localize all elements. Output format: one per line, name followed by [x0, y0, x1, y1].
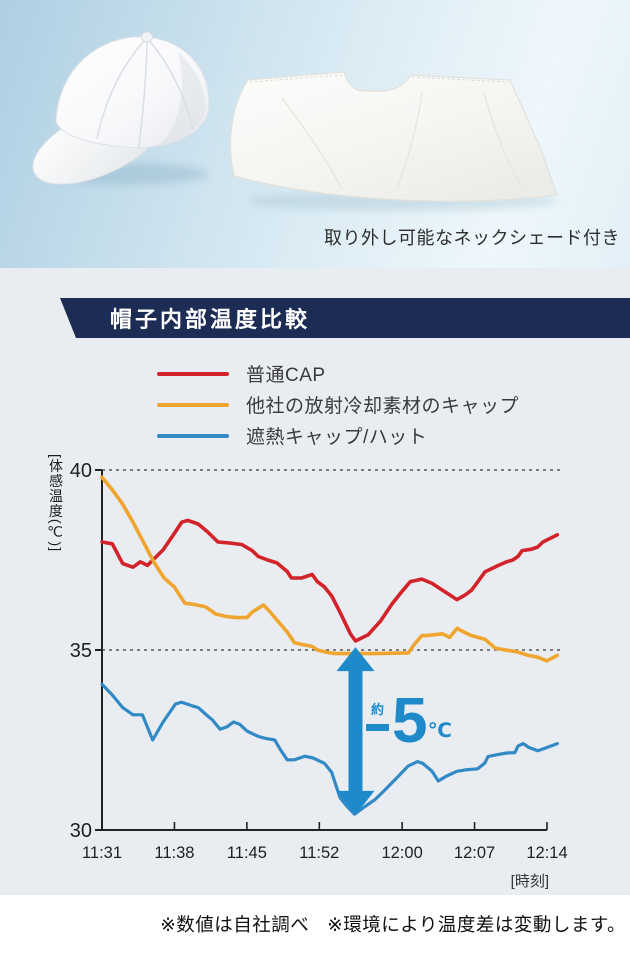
- legend-label: 遮熱キャップ/ハット: [246, 427, 428, 448]
- y-tick-label-40: 40: [70, 460, 92, 482]
- series-line-1: [100, 475, 560, 663]
- footer-section: ※数値は自社調べ ※環境により温度差は変動します。: [0, 895, 630, 970]
- x-tick-label-6: 12:14: [526, 844, 567, 862]
- delta-approx-label: 約: [370, 702, 384, 717]
- x-tick-label-5: 12:07: [454, 844, 495, 862]
- y-tick-label-35: 35: [70, 640, 92, 662]
- legend-swatch: [157, 371, 229, 376]
- section-title-banner: 帽子内部温度比較: [60, 298, 630, 338]
- legend-item-0: 普通CAP: [157, 358, 519, 389]
- cap-button: [141, 31, 153, 43]
- neck-shade-photo: [229, 71, 558, 211]
- footer-disclaimer: ※数値は自社調べ ※環境により温度差は変動します。: [0, 895, 630, 937]
- chart-legend: 普通CAP 他社の放射冷却素材のキャップ 遮熱キャップ/ハット: [157, 358, 519, 451]
- comparison-chart-section: 帽子内部温度比較 普通CAP 他社の放射冷却素材のキャップ 遮熱キャップ/ハット […: [0, 268, 630, 895]
- legend-item-2: 遮熱キャップ/ハット: [157, 420, 519, 451]
- cap-shading: [158, 52, 206, 145]
- footer-note-2: ※環境により温度差は変動します。: [327, 914, 626, 935]
- x-tick-label-3: 11:52: [299, 844, 339, 862]
- x-axis-title: [時刻]: [511, 873, 549, 890]
- delta-approx-column: 約: [366, 699, 389, 746]
- product-photo-section: 取り外し可能なネックシェード付き: [0, 0, 630, 268]
- series-line-0: [100, 518, 560, 643]
- x-tick-label-0: 11:31: [82, 844, 122, 862]
- legend-label: 普通CAP: [246, 365, 326, 386]
- y-axis-title: [体感温度(℃)]: [48, 454, 64, 553]
- shade-crease-3: [483, 92, 523, 189]
- temperature-delta-annotation: 約 5 ℃: [366, 684, 452, 757]
- section-title: 帽子内部温度比較: [110, 307, 311, 332]
- temperature-line-chart: 40 35 30 11:31 11:38 11:45 11:52 12:00 12:07 12:1…: [70, 460, 568, 890]
- legend-label: 他社の放射冷却素材のキャップ: [246, 396, 520, 417]
- y-tick-label-30: 30: [70, 820, 92, 842]
- delta-arrow: [336, 647, 375, 815]
- cap-photo: [32, 31, 210, 185]
- shade-crease-2: [396, 92, 423, 189]
- delta-value: 5: [392, 684, 428, 757]
- shade-fabric: [229, 71, 558, 202]
- delta-unit: ℃: [427, 720, 452, 742]
- series-line-2: [100, 682, 559, 816]
- footer-note-1: ※数値は自社調べ: [160, 914, 310, 935]
- x-tick-label-4: 12:00: [381, 844, 422, 862]
- cap-seam-mid: [138, 37, 148, 148]
- shade-crease-1: [281, 97, 343, 191]
- legend-item-1: 他社の放射冷却素材のキャップ: [157, 389, 519, 420]
- x-tick-label-1: 11:38: [154, 844, 194, 862]
- cap-crown: [55, 36, 210, 149]
- legend-swatch: [157, 433, 229, 438]
- shade-stitch-top: [249, 74, 509, 83]
- photo-caption: 取り外し可能なネックシェード付き: [324, 228, 620, 248]
- cap-seam-left: [96, 37, 148, 140]
- x-tick-label-2: 11:45: [227, 844, 267, 862]
- minus-sign: [366, 724, 389, 731]
- legend-swatch: [157, 402, 229, 407]
